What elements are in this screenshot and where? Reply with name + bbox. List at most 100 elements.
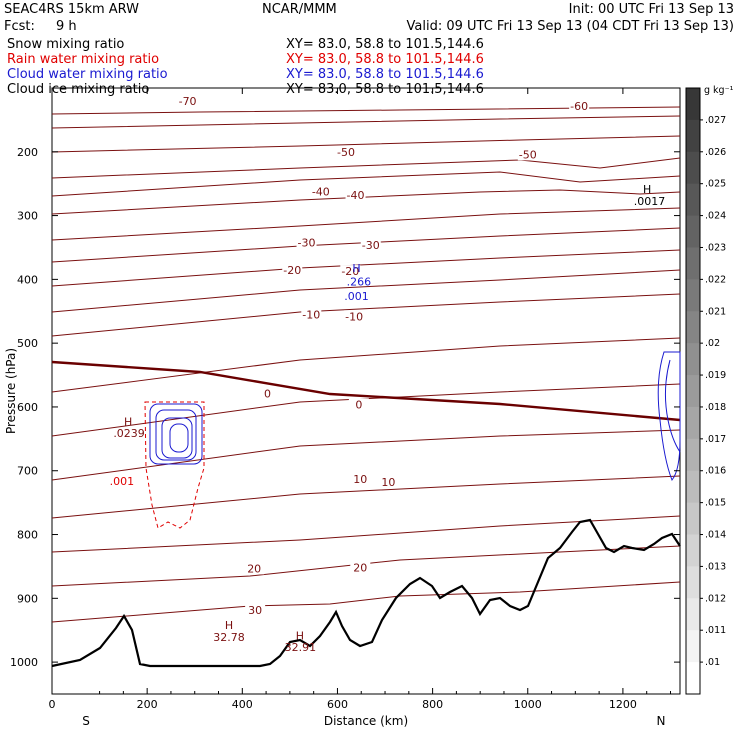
colorbar-frame	[685, 87, 701, 695]
x-end-label-north: N	[657, 714, 666, 728]
temp-label-3: -50	[519, 148, 537, 161]
colorbar-label-3: .024	[705, 211, 726, 222]
annotation-11: 32.91	[285, 641, 317, 654]
isotherm-16	[51, 545, 681, 587]
temp-label-15: 10	[381, 476, 395, 489]
annotation-5: H	[124, 416, 132, 429]
colorbar-label-2: .025	[705, 179, 726, 190]
rain-contour	[144, 401, 205, 529]
colorbar-swatch-11	[686, 438, 700, 472]
isotherm-8	[51, 249, 681, 287]
x-tick-label-0: 0	[49, 698, 56, 711]
x-tick-label-800: 800	[422, 698, 443, 711]
isotherm-5	[51, 189, 681, 215]
field-name-cloud-water: Cloud water mixing ratio	[7, 67, 168, 82]
forecast-label: Fcst:	[4, 19, 35, 34]
isotherm-4	[51, 171, 681, 197]
plot-frame	[51, 87, 681, 695]
colorbar-label-8: .019	[705, 370, 726, 381]
x-tick-label-400: 400	[232, 698, 253, 711]
temp-label-0: -70	[179, 95, 197, 108]
temp-label-bg-16	[244, 562, 265, 575]
temperature-contours	[51, 106, 681, 623]
colorbar-swatch-4	[686, 215, 700, 248]
isotherm-13	[51, 429, 681, 481]
colorbar-label-12: .015	[705, 498, 726, 509]
temp-label-9: -20	[341, 265, 359, 278]
isotherm-1	[51, 115, 681, 129]
colorbar-swatch-16	[686, 598, 700, 631]
colorbar-swatch-5	[686, 247, 700, 280]
field-name-snow: Snow mixing ratio	[7, 37, 124, 52]
temp-label-bg-2	[336, 145, 357, 158]
temp-label-bg-15	[378, 476, 399, 489]
isotherm-7	[51, 227, 681, 263]
colorbar-label-13: .014	[705, 530, 726, 541]
cloud-water-contour-0	[149, 403, 203, 465]
y-axis-title: Pressure (hPa)	[4, 348, 18, 434]
temp-label-17: 20	[353, 562, 367, 575]
y-tick-label-200: 200	[17, 146, 38, 159]
colorbar-label-17: .01	[705, 657, 720, 668]
temp-label-2: -50	[337, 146, 355, 159]
cloud-water-contour-north-inner	[664, 359, 681, 453]
annotation-0: H	[643, 183, 651, 196]
x-tick-label-1000: 1000	[514, 698, 542, 711]
temp-label-bg-1	[569, 99, 590, 112]
colorbar-label-0: .027	[705, 115, 726, 126]
x-tick-label-200: 200	[137, 698, 158, 711]
cloud-water-contour-1	[155, 409, 197, 461]
field-xy-rain: XY= 83.0, 58.8 to 101.5,144.6	[286, 52, 484, 67]
temp-label-6: -30	[298, 236, 316, 249]
colorbar-label-15: .012	[705, 593, 726, 604]
isotherm-0	[51, 106, 681, 115]
y-tick-label-500: 500	[17, 337, 38, 350]
colorbar: .027 .026 .025 .024 .023 .022 .021 .02 .019 .018.…	[685, 87, 726, 695]
colorbar-label-9: .018	[705, 402, 726, 413]
y-tick-label-300: 300	[17, 210, 38, 223]
forecast-value: 9 h	[56, 19, 77, 34]
colorbar-swatch-7	[686, 311, 700, 344]
annotation-4: .001	[344, 290, 369, 303]
y-tick-label-700: 700	[17, 465, 38, 478]
colorbar-swatch-1	[686, 119, 700, 153]
colorbar-swatch-3	[686, 183, 700, 217]
contour-labels: -70 -60-50 -50-40 -40-30 -30-20 -20-10 -100010…	[110, 94, 665, 654]
colorbar-swatch-18	[686, 662, 700, 695]
temp-label-18: 30	[248, 604, 262, 617]
temp-label-bg-3	[517, 148, 538, 161]
field-name-cloud-ice: Cloud ice mixing ratio	[7, 82, 149, 97]
annotation-7: .001	[110, 475, 135, 488]
colorbar-label-11: .016	[705, 466, 726, 477]
colorbar-swatch-14	[686, 534, 700, 567]
colorbar-label-1: .026	[705, 147, 726, 158]
temp-label-bg-14	[350, 473, 371, 486]
colorbar-swatch-13	[686, 502, 700, 536]
colorbar-unit: g kg⁻¹	[704, 85, 734, 96]
axis-ticks: 0 200 400 600 800 1000 12002003004005006007008…	[10, 88, 680, 711]
x-axis-title: Distance (km)	[324, 714, 408, 728]
isotherm-3	[51, 157, 681, 179]
colorbar-swatch-0	[686, 88, 700, 121]
annotation-6: .0239	[113, 427, 145, 440]
temp-label-bg-17	[350, 561, 371, 574]
x-tick-label-1200: 1200	[609, 698, 637, 711]
annotation-2: H	[352, 262, 360, 275]
field-xy-cloud-water: XY= 83.0, 58.8 to 101.5,144.6	[286, 67, 484, 82]
hydrometeor-contours	[144, 351, 681, 529]
colorbar-label-10: .017	[705, 434, 726, 445]
temp-label-bg-9	[340, 265, 361, 278]
isotherm-2	[51, 135, 681, 153]
annotation-10: H	[296, 629, 304, 642]
temp-label-7: -30	[362, 239, 380, 252]
temp-label-11: -10	[345, 310, 363, 323]
valid-time: Valid: 09 UTC Fri 13 Sep 13 (04 CDT Fri …	[407, 19, 734, 34]
cloud-water-contour-2	[161, 417, 193, 459]
temp-label-bg-6	[296, 236, 317, 249]
isotherm-17	[51, 581, 681, 623]
colorbar-swatch-9	[686, 375, 700, 408]
y-tick-label-600: 600	[17, 401, 38, 414]
colorbar-label-4: .023	[705, 242, 726, 253]
temp-label-bg-4	[310, 185, 331, 198]
isotherm-6	[51, 207, 681, 241]
